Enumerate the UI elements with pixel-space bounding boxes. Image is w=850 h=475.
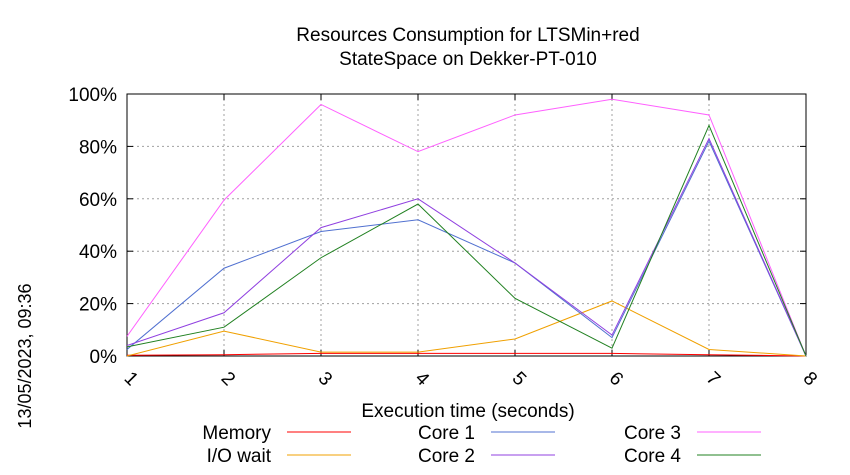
series-line-core-3 — [126, 98, 807, 357]
y-tick-label: 40% — [79, 242, 117, 263]
y-tick-label: 0% — [90, 347, 118, 368]
series-line-core-2 — [126, 137, 807, 357]
series-line-core-4 — [126, 124, 807, 357]
legend-label-core-4: Core 4 — [624, 446, 681, 467]
legend-label-core-2: Core 2 — [418, 446, 475, 467]
legend-label-i-o-wait: I/O wait — [207, 446, 272, 467]
x-tick-label: 5 — [508, 368, 530, 390]
y-tick-label: 60% — [79, 190, 117, 211]
x-tick-label: 8 — [799, 368, 821, 390]
timestamp-label: 13/05/2023, 09:36 — [15, 283, 35, 428]
legend-label-core-1: Core 1 — [418, 423, 475, 444]
series-line-memory — [126, 352, 807, 357]
x-tick-label: 2 — [217, 368, 239, 390]
y-tick-label: 100% — [68, 85, 117, 106]
chart-title-line-1: Resources Consumption for LTSMin+red — [296, 25, 639, 46]
x-tick-label: 4 — [411, 368, 434, 391]
series-line-core-1 — [126, 139, 807, 357]
series-line-i-o-wait — [126, 300, 807, 357]
x-tick-label: 3 — [314, 368, 336, 390]
y-tick-label: 20% — [79, 295, 117, 316]
legend-label-memory: Memory — [202, 423, 271, 444]
axis-ticks: 0% 20% 40% 60% 80% 100% 1 2 3 4 5 6 7 8 — [68, 85, 821, 391]
x-axis-label: Execution time (seconds) — [361, 401, 574, 422]
series-lines — [126, 98, 807, 357]
legend-label-core-3: Core 3 — [624, 423, 681, 444]
x-tick-label: 7 — [702, 368, 724, 390]
chart-title-line-2: StateSpace on Dekker-PT-010 — [339, 49, 597, 70]
grid — [127, 94, 806, 356]
y-tick-label: 80% — [79, 137, 117, 158]
x-tick-label: 1 — [120, 368, 142, 390]
x-tick-label: 6 — [605, 368, 627, 390]
plot-frame — [126, 93, 807, 357]
